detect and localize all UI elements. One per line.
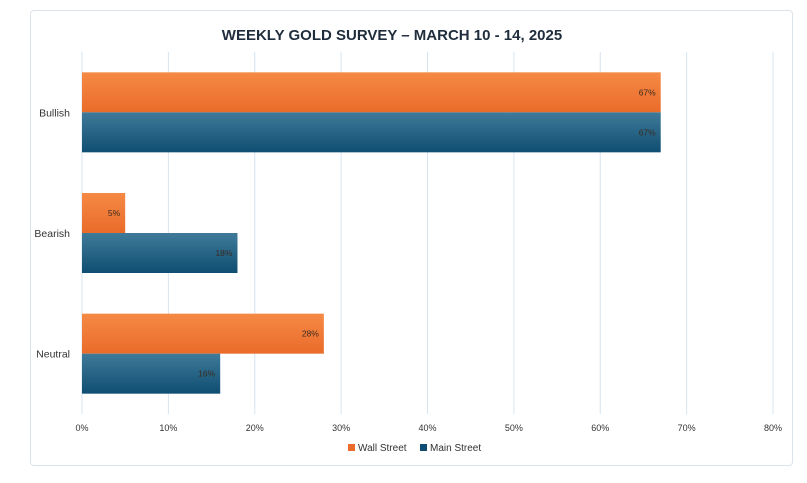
bar-main-street bbox=[82, 112, 661, 153]
bar-main-street bbox=[82, 233, 238, 273]
x-tick-label: 80% bbox=[764, 423, 782, 433]
data-label: 67% bbox=[639, 87, 656, 97]
labels: Bullish 67% 67% Bearish 5% 18% Neutral 28% 16% bbox=[34, 87, 656, 378]
x-tick-label: 20% bbox=[246, 423, 264, 433]
chart-title: WEEKLY GOLD SURVEY – MARCH 10 - 14, 2025 bbox=[222, 27, 562, 44]
legend-entry: Main Street bbox=[430, 443, 481, 454]
x-tick-label: 10% bbox=[159, 423, 177, 433]
bar-wall-street bbox=[82, 193, 126, 233]
legend-swatch bbox=[348, 444, 355, 451]
data-label: 18% bbox=[215, 248, 232, 258]
legend: Wall Street Main Street bbox=[348, 443, 481, 454]
category-label: Neutral bbox=[36, 349, 70, 361]
legend-entry: Wall Street bbox=[358, 443, 407, 454]
data-label: 28% bbox=[302, 329, 319, 339]
data-label: 5% bbox=[108, 208, 121, 218]
x-tick-label: 40% bbox=[418, 423, 436, 433]
bar-wall-street bbox=[82, 72, 661, 113]
bar-wall-street bbox=[82, 313, 324, 354]
bar-main-street bbox=[82, 353, 221, 394]
data-label: 67% bbox=[639, 127, 656, 137]
bars bbox=[82, 72, 661, 394]
x-tick-label: 50% bbox=[505, 423, 523, 433]
x-tick-label: 70% bbox=[678, 423, 696, 433]
legend-swatch bbox=[420, 444, 427, 451]
category-label: Bearish bbox=[34, 228, 70, 240]
x-tick-label: 60% bbox=[591, 423, 609, 433]
data-label: 16% bbox=[198, 369, 215, 379]
x-tick-label: 30% bbox=[332, 423, 350, 433]
x-tick-label: 0% bbox=[75, 423, 88, 433]
category-label: Bullish bbox=[39, 107, 70, 119]
